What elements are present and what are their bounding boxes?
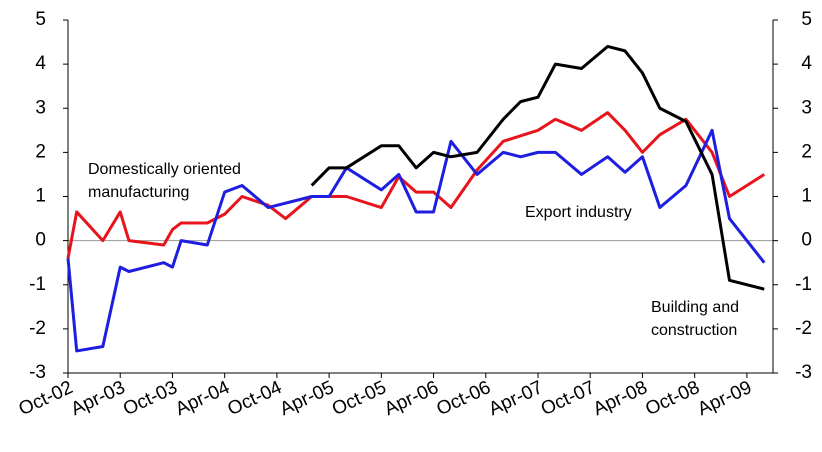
y-tick-label: 4 xyxy=(35,53,46,74)
series-label: manufacturing xyxy=(88,184,189,201)
series-line xyxy=(66,128,766,353)
y2-tick-label: -2 xyxy=(795,318,812,339)
y-tick-label: -2 xyxy=(29,318,46,339)
y2-tick-label: 1 xyxy=(801,186,812,207)
series-line xyxy=(310,44,765,291)
x-tick-label: Apr-06 xyxy=(381,377,442,420)
y2-tick-label: -1 xyxy=(795,274,812,295)
y2-tick-label: 0 xyxy=(801,230,812,251)
y2-tick-label: 3 xyxy=(801,97,812,118)
y-tick-label: 3 xyxy=(35,97,46,118)
x-tick-label: Apr-07 xyxy=(486,377,547,420)
y-tick-label: -1 xyxy=(29,274,46,295)
series-label: Domestically oriented xyxy=(88,161,241,178)
x-tick-label: Apr-05 xyxy=(277,377,338,420)
y-tick-label: 1 xyxy=(35,186,46,207)
x-tick-label: Apr-09 xyxy=(695,377,756,420)
y-tick-label: 5 xyxy=(35,9,46,30)
y-tick-label: 0 xyxy=(35,230,46,251)
y2-tick-label: 5 xyxy=(801,9,812,30)
x-tick-label: Oct-02 xyxy=(16,377,77,420)
x-tick-label: Oct-03 xyxy=(120,377,181,420)
series-label: Building and xyxy=(651,299,739,316)
x-tick-label: Apr-08 xyxy=(590,377,651,420)
x-tick-label: Oct-08 xyxy=(642,377,703,420)
y-tick-label: 2 xyxy=(35,141,46,162)
series-label: construction xyxy=(651,322,737,339)
x-tick-label: Oct-07 xyxy=(538,377,599,420)
x-tick-label: Oct-04 xyxy=(225,377,286,420)
series-label: Export industry xyxy=(525,204,632,221)
x-tick-label: Apr-04 xyxy=(172,377,233,420)
y2-tick-label: 4 xyxy=(801,53,812,74)
x-tick-label: Oct-05 xyxy=(329,377,390,420)
y2-tick-label: 2 xyxy=(801,141,812,162)
x-tick-label: Oct-06 xyxy=(433,377,494,420)
y-tick-label: -3 xyxy=(29,362,46,383)
y2-tick-label: -3 xyxy=(795,362,812,383)
x-tick-label: Apr-03 xyxy=(68,377,129,420)
